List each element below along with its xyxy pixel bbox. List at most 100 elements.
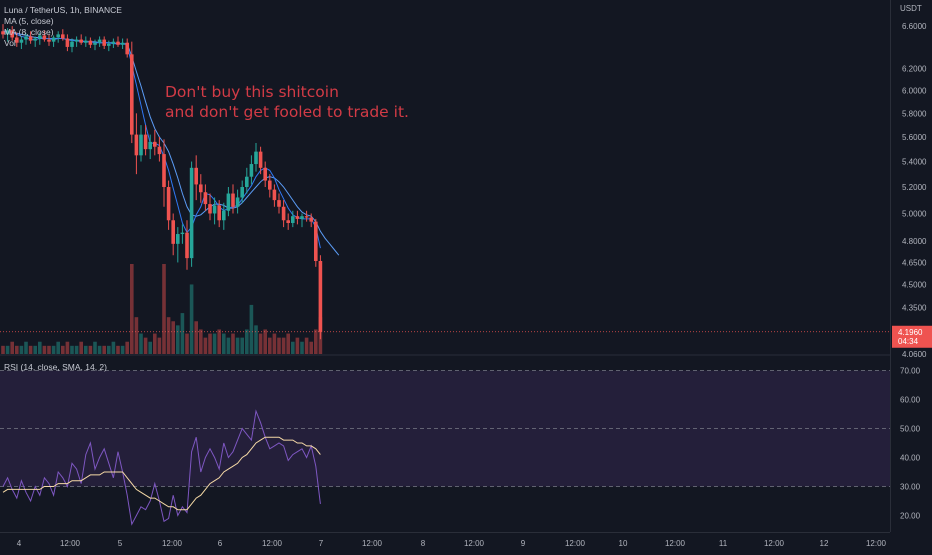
- volume-bar: [125, 341, 129, 354]
- candle-body: [33, 38, 37, 41]
- candle-body: [47, 39, 51, 42]
- candle-body: [249, 164, 254, 177]
- volume-bar: [134, 317, 139, 354]
- countdown-label: 04:34: [898, 337, 919, 346]
- volume-bar: [222, 333, 226, 354]
- rsi-line: [2, 409, 321, 526]
- volume-bar: [84, 345, 88, 354]
- volume-bar: [120, 345, 125, 354]
- candle-body: [28, 36, 33, 41]
- time-tick-label: 12:00: [764, 539, 785, 548]
- candle-body: [19, 39, 24, 43]
- time-tick-label: 10: [619, 539, 628, 548]
- volume-bar: [65, 341, 70, 354]
- volume-bar: [162, 264, 166, 354]
- candle-body: [15, 37, 19, 43]
- volume-bar: [212, 333, 217, 354]
- candle-body: [74, 39, 79, 42]
- candle-body: [79, 39, 83, 43]
- volume-bar: [171, 321, 175, 354]
- volume-legend[interactable]: Vol: [4, 38, 16, 48]
- volume-bar: [281, 337, 286, 354]
- volume-bar: [226, 337, 231, 354]
- candle-body: [93, 42, 97, 45]
- price-tick-label: 4.3500: [902, 303, 927, 312]
- volume-bar: [61, 345, 65, 354]
- ma5-legend[interactable]: MA (5, close): [4, 16, 54, 26]
- candle-body: [61, 34, 65, 39]
- volume-bar: [258, 333, 263, 354]
- price-tick-label: 5.4000: [902, 158, 927, 167]
- candle-body: [84, 40, 88, 43]
- time-tick-label: 9: [521, 539, 526, 548]
- candle-body: [38, 35, 42, 39]
- candle-body: [116, 41, 120, 45]
- time-tick-label: 12: [820, 539, 829, 548]
- volume-bar: [19, 345, 24, 354]
- candle-body: [272, 189, 277, 201]
- candle-body: [245, 176, 249, 188]
- volume-bar: [309, 341, 313, 354]
- volume-bar: [24, 341, 28, 354]
- symbol-legend[interactable]: Luna / TetherUS, 1h, BINANCE: [4, 5, 122, 15]
- price-tick-label: 6.0000: [902, 86, 927, 95]
- candle-body: [212, 205, 217, 214]
- candle-body: [231, 193, 235, 207]
- rsi-tick-label: 40.00: [900, 454, 921, 463]
- volume-bar: [28, 345, 33, 354]
- candle-body: [281, 206, 286, 221]
- volume-bar: [42, 345, 47, 354]
- candle-body: [203, 192, 208, 205]
- candle-body: [176, 234, 180, 244]
- chart-annotation: Don't buy this shitcoin and don't get fo…: [165, 82, 409, 122]
- candle-body: [199, 184, 203, 193]
- candle-body: [10, 30, 14, 38]
- candle-body: [5, 30, 10, 35]
- volume-bar: [231, 333, 235, 354]
- candle-body: [258, 151, 263, 168]
- volume-bar: [295, 337, 300, 354]
- volume-bar: [97, 345, 102, 354]
- price-tick-label: 5.2000: [902, 183, 927, 192]
- ma8-legend[interactable]: MA (8, close): [4, 27, 54, 37]
- volume-bar: [116, 345, 120, 354]
- volume-bar: [51, 345, 56, 354]
- volume-bar: [249, 304, 254, 354]
- time-tick-label: 12:00: [866, 539, 887, 548]
- rsi-legend[interactable]: RSI (14, close, SMA, 14, 2): [4, 362, 107, 372]
- candle-body: [304, 216, 309, 218]
- rsi-tick-label: 20.00: [900, 512, 921, 521]
- volume-bar: [74, 345, 79, 354]
- volume-bar: [153, 333, 157, 354]
- candle-body: [102, 39, 106, 46]
- candle-body: [263, 167, 267, 181]
- candle-body: [65, 38, 70, 47]
- volume-bar: [47, 345, 51, 354]
- volume-bar: [286, 333, 290, 354]
- candle-body: [139, 134, 143, 156]
- candle-body: [291, 216, 295, 223]
- rsi-tick-label: 70.00: [900, 367, 921, 376]
- volume-bar: [245, 329, 249, 354]
- price-tick-label: 6.2000: [902, 64, 927, 73]
- volume-bar: [56, 341, 60, 354]
- time-tick-label: 11: [719, 539, 728, 548]
- volume-bar: [189, 284, 194, 354]
- candle-body: [309, 217, 313, 222]
- volume-bar: [176, 325, 180, 354]
- volume-bar: [70, 345, 74, 354]
- volume-bar: [38, 341, 42, 354]
- candle-body: [134, 134, 139, 156]
- ma5-line: [2, 30, 321, 249]
- price-tick-label: 4.5000: [902, 281, 927, 290]
- volume-bar: [10, 341, 14, 354]
- volume-bar: [102, 345, 106, 354]
- candle-body: [286, 220, 290, 223]
- volume-bar: [272, 333, 277, 354]
- rsi-ma-line: [2, 436, 321, 511]
- rsi-tick-label: 60.00: [900, 396, 921, 405]
- time-tick-label: 12:00: [665, 539, 686, 548]
- currency-label: USDT: [900, 4, 922, 13]
